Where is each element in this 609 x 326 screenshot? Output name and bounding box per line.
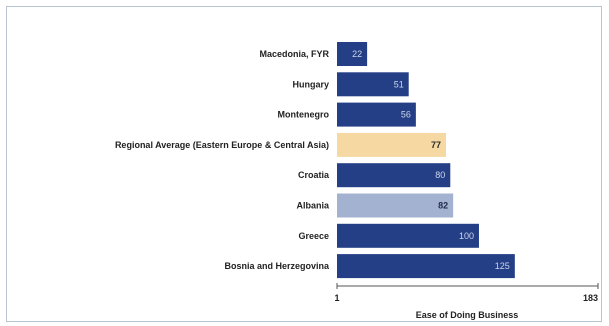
category-label: Bosnia and Herzegovina	[224, 261, 330, 271]
value-label: 77	[431, 140, 441, 150]
category-label: Albania	[296, 201, 330, 211]
category-label: Macedonia, FYR	[259, 49, 329, 59]
bar	[337, 102, 416, 127]
value-label: 56	[401, 110, 411, 120]
value-label: 82	[438, 201, 448, 211]
bar	[337, 163, 451, 188]
category-label: Montenegro	[278, 110, 330, 120]
category-label: Croatia	[298, 170, 330, 180]
bar	[337, 223, 479, 248]
value-label: 100	[459, 231, 474, 241]
category-label: Regional Average (Eastern Europe & Centr…	[115, 140, 329, 150]
category-label: Hungary	[292, 79, 329, 89]
bar	[337, 132, 446, 157]
bar	[337, 42, 368, 66]
value-labels: 22 51 56 77 80 82 100 125	[352, 49, 510, 271]
bar	[337, 72, 409, 97]
x-tick-label-min: 1	[334, 293, 339, 303]
value-label: 80	[435, 170, 445, 180]
x-axis-title: Ease of Doing Business	[416, 310, 519, 320]
category-label: Greece	[298, 231, 329, 241]
bars	[337, 42, 515, 279]
category-labels: Macedonia, FYR Hungary Montenegro Regional …	[115, 49, 330, 271]
value-label: 125	[495, 261, 510, 271]
x-tick-label-max: 183	[583, 293, 598, 303]
value-label: 22	[352, 49, 362, 59]
bar	[337, 254, 515, 279]
value-label: 51	[394, 79, 404, 89]
bar	[337, 193, 454, 218]
